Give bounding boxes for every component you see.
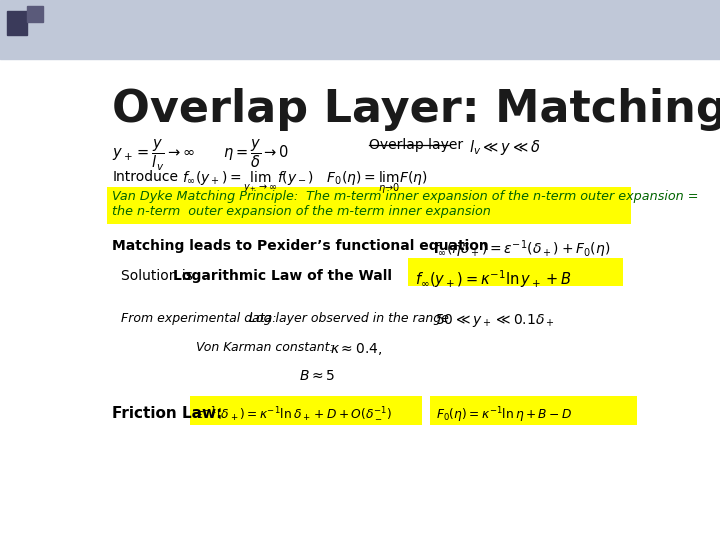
- FancyBboxPatch shape: [408, 258, 623, 286]
- Text: $f_\infty(y_+) = \lim_{y_+ \to \infty} f(y_-) \quad F_0(\eta) = \lim_{\eta \to 0: $f_\infty(y_+) = \lim_{y_+ \to \infty} f…: [182, 170, 428, 196]
- Text: $50 \ll y_+ \ll 0.1\delta_+$: $50 \ll y_+ \ll 0.1\delta_+$: [435, 312, 554, 329]
- Text: Von Karman constant:: Von Karman constant:: [196, 341, 334, 354]
- Text: From experimental data:: From experimental data:: [121, 312, 276, 325]
- Text: Solution is: Solution is: [121, 268, 197, 282]
- Text: $\varepsilon^{-1}(\delta_+) = \kappa^{-1} \ln \delta_+ + D + O(\delta_-^{-1})$: $\varepsilon^{-1}(\delta_+) = \kappa^{-1…: [196, 406, 392, 423]
- Text: $f_\infty(y_+) = \kappa^{-1} \ln y_+ + B$: $f_\infty(y_+) = \kappa^{-1} \ln y_+ + B…: [415, 268, 571, 290]
- Text: $f_\infty(\eta\delta_+) = \varepsilon^{-1}(\delta_+) + F_0(\eta)$: $f_\infty(\eta\delta_+) = \varepsilon^{-…: [433, 239, 611, 260]
- FancyBboxPatch shape: [190, 396, 422, 426]
- Text: $\kappa \approx 0.4,$: $\kappa \approx 0.4,$: [330, 341, 382, 357]
- Text: Friction Law:: Friction Law:: [112, 406, 222, 421]
- Text: Overlap layer: Overlap layer: [369, 138, 463, 152]
- Text: Logarithmic Law of the Wall: Logarithmic Law of the Wall: [173, 268, 392, 282]
- Text: Introduce: Introduce: [112, 170, 179, 184]
- FancyBboxPatch shape: [107, 187, 631, 224]
- FancyBboxPatch shape: [431, 396, 637, 426]
- Text: Matching leads to Pexider’s functional equation: Matching leads to Pexider’s functional e…: [112, 239, 489, 253]
- Text: $l_v \ll y \ll \delta$: $l_v \ll y \ll \delta$: [469, 138, 541, 157]
- Text: the n-term  outer expansion of the m-term inner expansion: the n-term outer expansion of the m-term…: [112, 205, 491, 218]
- Text: $F_0(\eta) = \kappa^{-1} \ln \eta + B - D$: $F_0(\eta) = \kappa^{-1} \ln \eta + B - …: [436, 406, 572, 426]
- Text: $y_+ = \dfrac{y}{l_v} \rightarrow \infty \qquad \eta = \dfrac{y}{\delta} \righta: $y_+ = \dfrac{y}{l_v} \rightarrow \infty…: [112, 138, 289, 173]
- Text: $B \approx 5$: $B \approx 5$: [300, 369, 336, 383]
- Text: Log layer observed in the range: Log layer observed in the range: [249, 312, 449, 325]
- Text: Van Dyke Matching Principle:  The m-term inner expansion of the n-term outer exp: Van Dyke Matching Principle: The m-term …: [112, 190, 698, 202]
- Text: Overlap Layer: Matching: Overlap Layer: Matching: [112, 87, 720, 131]
